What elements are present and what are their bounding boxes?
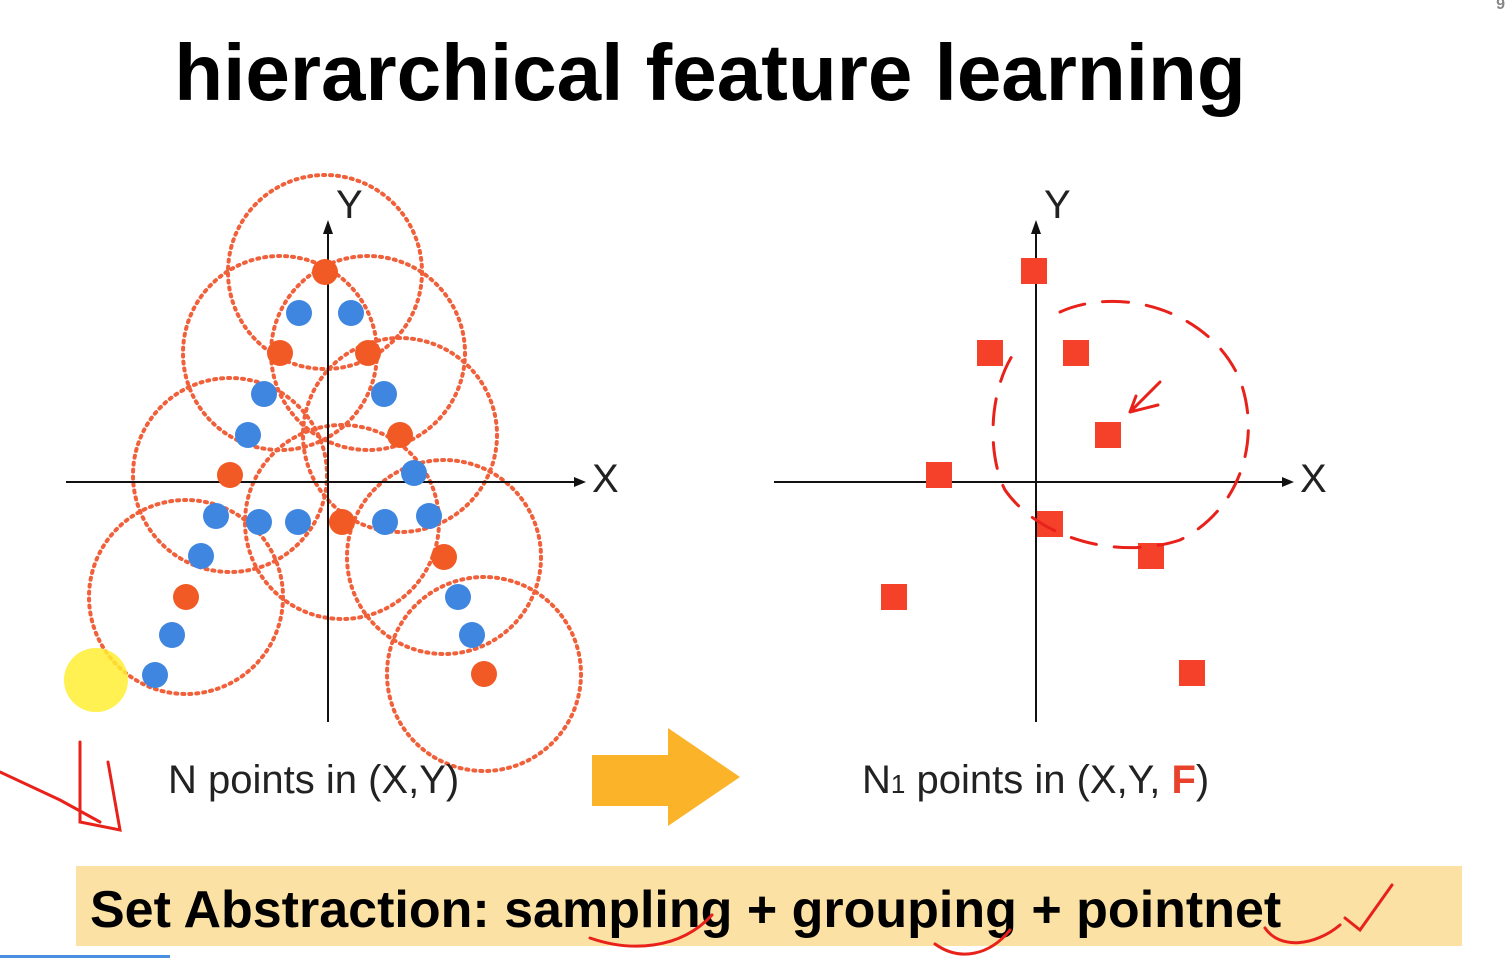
left-axes — [66, 220, 586, 722]
y-axis-arrowhead — [323, 220, 333, 234]
page-title: hierarchical feature learning — [174, 28, 1246, 117]
caption-subscript: 1 — [890, 769, 906, 799]
left-panel: X Y — [64, 173, 619, 773]
sampled-point — [217, 462, 243, 488]
data-point — [246, 509, 272, 535]
y-axis-arrowhead — [1031, 220, 1041, 234]
data-point — [286, 300, 312, 326]
feature-point — [881, 584, 907, 610]
caption-prefix: N — [862, 758, 891, 802]
caption-suffix: ) — [1195, 758, 1210, 802]
y-axis-label: Y — [1044, 183, 1071, 227]
data-point — [235, 422, 261, 448]
left-red-points — [173, 259, 497, 687]
x-axis-arrowhead — [574, 477, 586, 487]
right-caption: N1 points in (X,Y, F) — [862, 758, 1209, 803]
data-point — [371, 381, 397, 407]
sampled-point — [267, 340, 293, 366]
sampled-point — [173, 584, 199, 610]
caption-middle: points in (X,Y, — [905, 758, 1172, 802]
data-point — [188, 543, 214, 569]
data-point — [445, 584, 471, 610]
left-caption: N points in (X,Y) — [168, 758, 460, 802]
x-axis-arrowhead — [1282, 477, 1294, 487]
left-blue-points — [142, 300, 485, 688]
right-panel: X Y — [774, 183, 1327, 722]
set-abstraction-banner: Set Abstraction: sampling + grouping + p… — [76, 866, 1462, 946]
sampled-point — [431, 544, 457, 570]
data-point — [285, 509, 311, 535]
data-point — [142, 662, 168, 688]
data-point — [401, 460, 427, 486]
feature-point — [977, 340, 1003, 366]
x-axis-label: X — [1300, 457, 1327, 501]
data-point — [159, 622, 185, 648]
data-point — [459, 622, 485, 648]
group-ball — [87, 498, 285, 696]
feature-point — [1021, 258, 1047, 284]
caption-feature-symbol: F — [1171, 758, 1196, 802]
feature-point — [1138, 543, 1164, 569]
data-point — [372, 509, 398, 535]
feature-point — [926, 462, 952, 488]
group-ball — [345, 458, 543, 656]
data-point — [203, 503, 229, 529]
slide-number: 9 — [1496, 0, 1505, 13]
sampled-point — [355, 340, 381, 366]
data-point — [416, 503, 442, 529]
y-axis-label: Y — [336, 183, 363, 227]
sampled-point — [329, 509, 355, 535]
feature-point — [1063, 340, 1089, 366]
right-axes — [774, 220, 1294, 722]
group-ball — [385, 575, 583, 773]
progress-line — [0, 955, 170, 958]
x-axis-label: X — [592, 457, 619, 501]
transform-arrow — [592, 728, 740, 826]
data-point — [338, 300, 364, 326]
feature-point — [1095, 422, 1121, 448]
cursor-highlight — [64, 648, 128, 712]
feature-point — [1037, 511, 1063, 537]
right-square-points — [881, 258, 1205, 686]
feature-point — [1179, 660, 1205, 686]
banner-text: Set Abstraction: sampling + grouping + p… — [90, 881, 1282, 939]
sampled-point — [471, 661, 497, 687]
sampled-point — [387, 422, 413, 448]
sampled-point — [312, 259, 338, 285]
data-point — [251, 381, 277, 407]
